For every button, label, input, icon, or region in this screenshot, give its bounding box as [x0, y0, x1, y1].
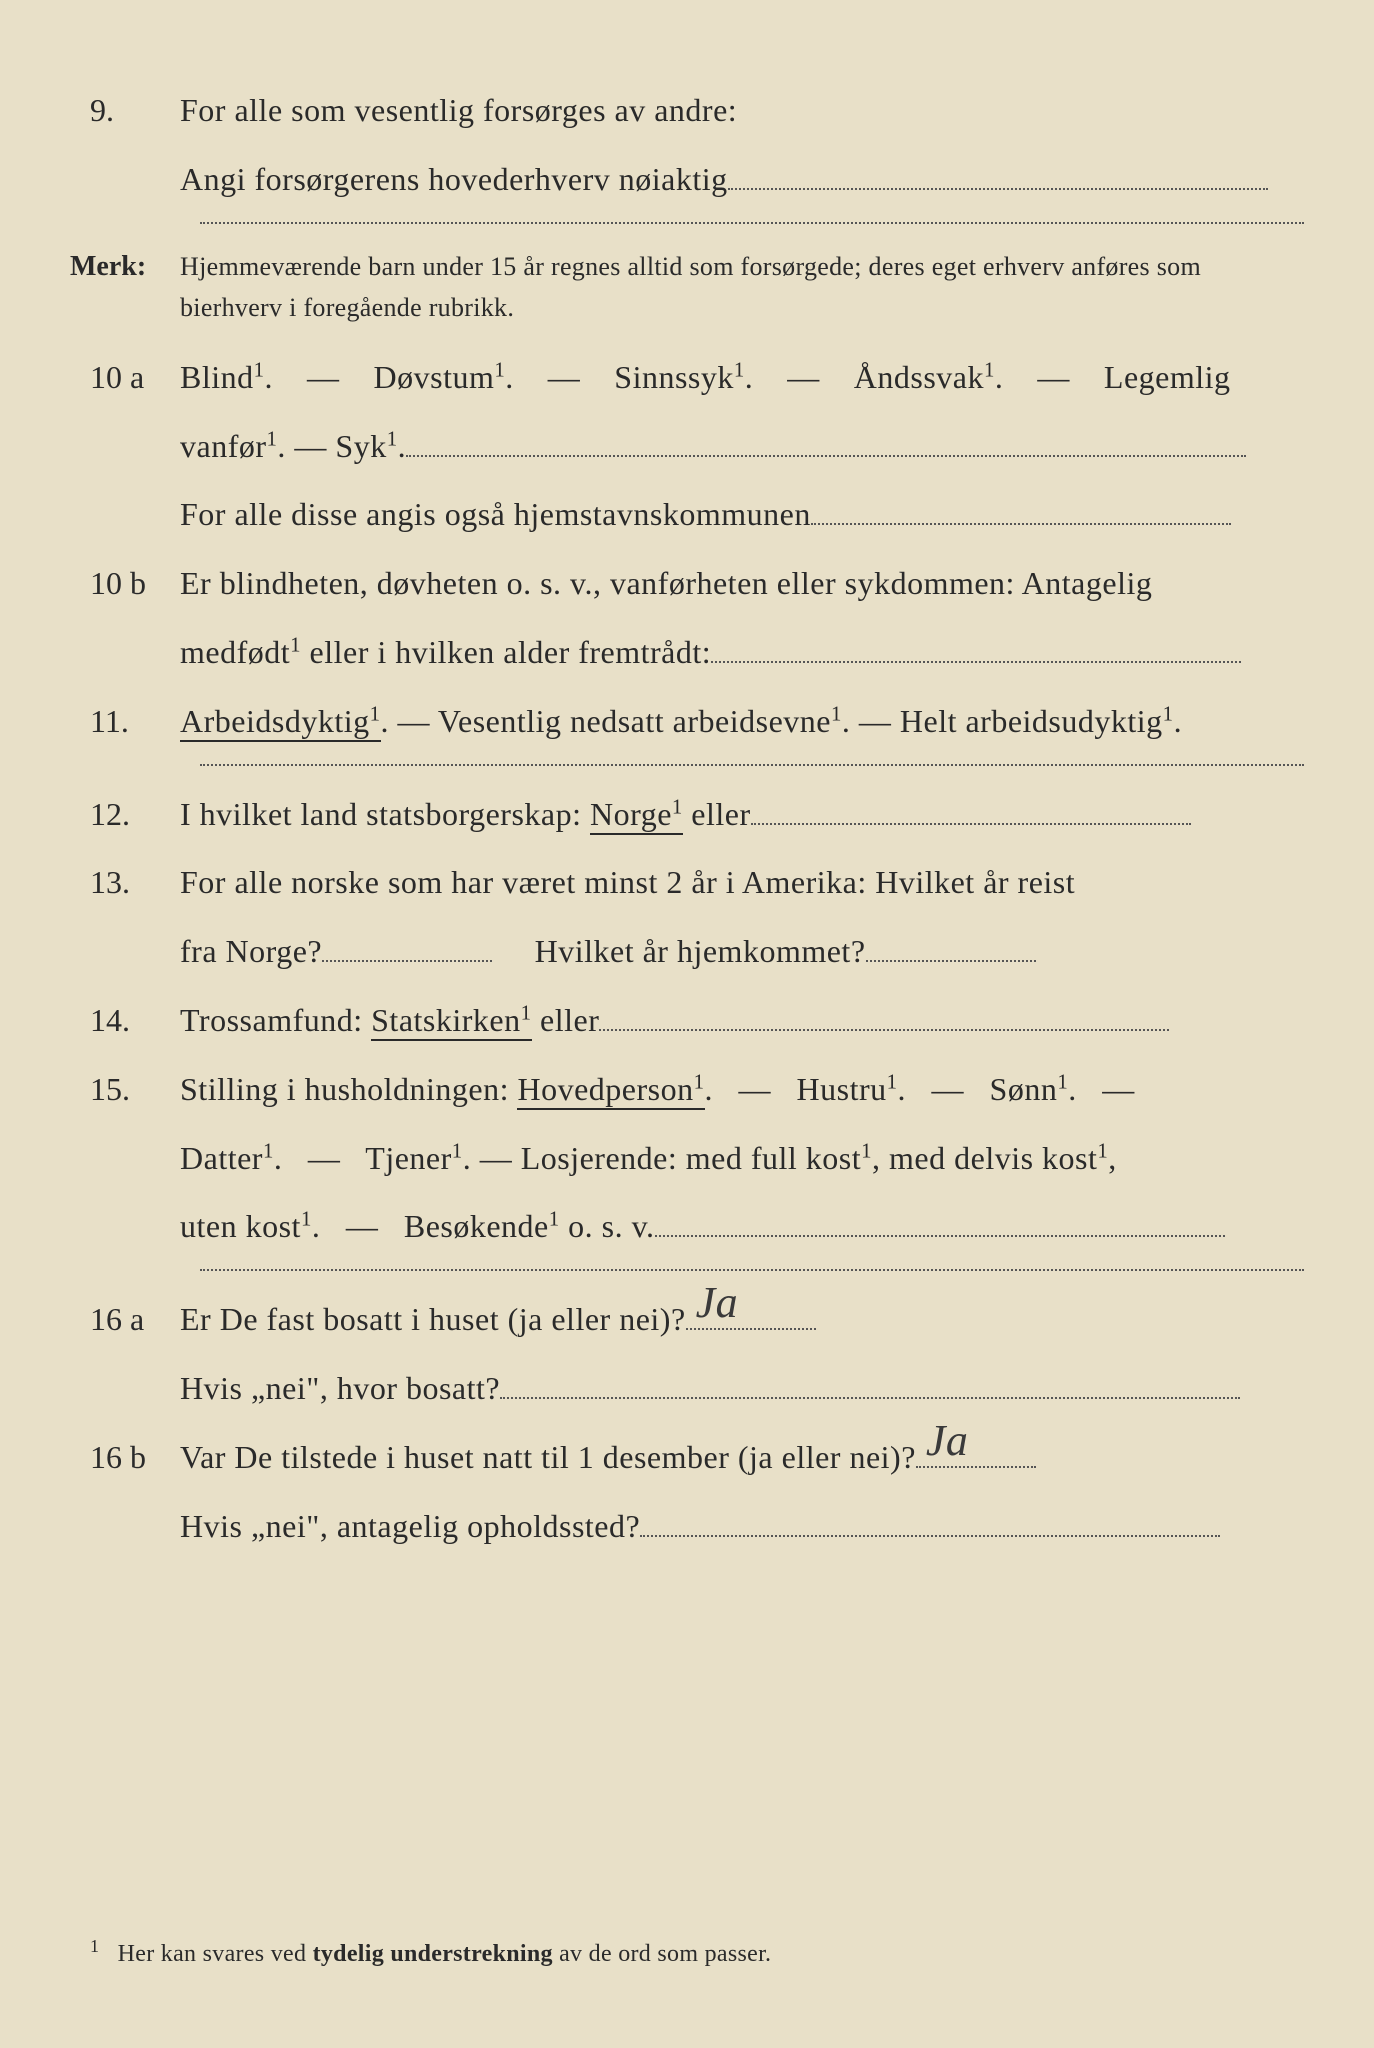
q15-num: 15.: [70, 1059, 180, 1120]
q10a-row3: For alle disse angis også hjemstavnskomm…: [70, 484, 1304, 545]
q12-blank[interactable]: [751, 789, 1191, 824]
q9-line2: Angi forsørgerens hovederhverv nøiaktig: [180, 149, 1304, 210]
q10a-row1: 10 a Blind1. — Døvstum1. — Sinnssyk1. — …: [70, 347, 1304, 408]
q10b-row1: 10 b Er blindheten, døvheten o. s. v., v…: [70, 553, 1304, 614]
merk-label: Merk:: [70, 251, 180, 283]
q13-line1: For alle norske som har været minst 2 år…: [180, 852, 1304, 913]
q9-row2: Angi forsørgerens hovederhverv nøiaktig: [70, 149, 1304, 210]
q16a-answer: Ja: [696, 1261, 739, 1345]
q15-row3: uten kost1. — Besøkende1 o. s. v.: [70, 1196, 1304, 1257]
q16b-num: 16 b: [70, 1427, 180, 1488]
q16b-line1: Var De tilstede i huset natt til 1 desem…: [180, 1427, 1304, 1488]
merk-text: Hjemmeværende barn under 15 år regnes al…: [180, 246, 1304, 329]
q10a-row2: vanfør1. — Syk1.: [70, 416, 1304, 477]
q15-row1: 15. Stilling i husholdningen: Hovedperso…: [70, 1059, 1304, 1120]
q16a-blank2[interactable]: [500, 1364, 1240, 1399]
q15-line2: Datter1. — Tjener1. — Losjerende: med fu…: [180, 1128, 1304, 1189]
q16b-blank2[interactable]: [640, 1501, 1220, 1536]
q15-row2: Datter1. — Tjener1. — Losjerende: med fu…: [70, 1128, 1304, 1189]
q10b-num: 10 b: [70, 553, 180, 614]
q9-full-line[interactable]: [200, 222, 1304, 224]
q10a-blank2[interactable]: [811, 490, 1231, 525]
q15-blank[interactable]: [655, 1202, 1225, 1237]
q10a-line2: vanfør1. — Syk1.: [180, 416, 1304, 477]
merk-row: Merk: Hjemmeværende barn under 15 år reg…: [70, 246, 1304, 329]
q11-row: 11. Arbeidsdyktig1. — Vesentlig nedsatt …: [70, 691, 1304, 752]
q16a-num: 16 a: [70, 1289, 180, 1350]
q10b-line1: Er blindheten, døvheten o. s. v., vanfør…: [180, 553, 1304, 614]
footnote: 1 Her kan svares ved tydelig understrekn…: [90, 1936, 771, 1968]
q12-num: 12.: [70, 784, 180, 845]
q12-norge: Norge1: [590, 796, 683, 835]
q11-arbeidsdyktig: Arbeidsdyktig1: [180, 703, 381, 742]
q9-blank[interactable]: [728, 155, 1268, 190]
q14-statskirken: Statskirken1: [371, 1002, 531, 1041]
q14-row: 14. Trossamfund: Statskirken1 eller: [70, 990, 1304, 1051]
q11-full-line[interactable]: [200, 764, 1304, 766]
q9-num: 9.: [70, 80, 180, 141]
q10a-blank1[interactable]: [406, 421, 1246, 456]
q13-row1: 13. For alle norske som har været minst …: [70, 852, 1304, 913]
q10a-line1: Blind1. — Døvstum1. — Sinnssyk1. — Åndss…: [180, 347, 1304, 408]
q16b-row2: Hvis „nei", antagelig opholdssted?: [70, 1496, 1304, 1557]
q12-row: 12. I hvilket land statsborgerskap: Norg…: [70, 784, 1304, 845]
q10b-row2: medfødt1 eller i hvilken alder fremtrådt…: [70, 622, 1304, 683]
q14-blank[interactable]: [599, 996, 1169, 1031]
q9-row: 9. For alle som vesentlig forsørges av a…: [70, 80, 1304, 141]
q16b-line2: Hvis „nei", antagelig opholdssted?: [180, 1496, 1304, 1557]
q13-blank1[interactable]: [322, 927, 492, 962]
q16a-line2: Hvis „nei", hvor bosatt?: [180, 1358, 1304, 1419]
q10a-line3: For alle disse angis også hjemstavnskomm…: [180, 484, 1304, 545]
q16a-row1: 16 a Er De fast bosatt i huset (ja eller…: [70, 1289, 1304, 1350]
q16a-blank1[interactable]: Ja: [686, 1295, 816, 1330]
q16a-row2: Hvis „nei", hvor bosatt?: [70, 1358, 1304, 1419]
q12-content: I hvilket land statsborgerskap: Norge1 e…: [180, 784, 1304, 845]
q16b-answer: Ja: [926, 1399, 969, 1483]
q14-num: 14.: [70, 990, 180, 1051]
q10b-line2: medfødt1 eller i hvilken alder fremtrådt…: [180, 622, 1304, 683]
q15-full-line[interactable]: [200, 1269, 1304, 1271]
q15-line1: Stilling i husholdningen: Hovedperson1. …: [180, 1059, 1304, 1120]
q13-blank2[interactable]: [866, 927, 1036, 962]
q16b-blank1[interactable]: Ja: [916, 1433, 1036, 1468]
q16b-row1: 16 b Var De tilstede i huset natt til 1 …: [70, 1427, 1304, 1488]
q13-num: 13.: [70, 852, 180, 913]
q16a-line1: Er De fast bosatt i huset (ja eller nei)…: [180, 1289, 1304, 1350]
q9-line1: For alle som vesentlig forsørges av andr…: [180, 80, 1304, 141]
q13-row2: fra Norge? Hvilket år hjemkommet?: [70, 921, 1304, 982]
q15-hovedperson: Hovedperson1: [517, 1071, 704, 1110]
q11-content: Arbeidsdyktig1. — Vesentlig nedsatt arbe…: [180, 691, 1304, 752]
q11-num: 11.: [70, 691, 180, 752]
q10b-blank[interactable]: [711, 628, 1241, 663]
q10a-num: 10 a: [70, 347, 180, 408]
q13-line2: fra Norge? Hvilket år hjemkommet?: [180, 921, 1304, 982]
q14-content: Trossamfund: Statskirken1 eller: [180, 990, 1304, 1051]
q15-line3: uten kost1. — Besøkende1 o. s. v.: [180, 1196, 1304, 1257]
